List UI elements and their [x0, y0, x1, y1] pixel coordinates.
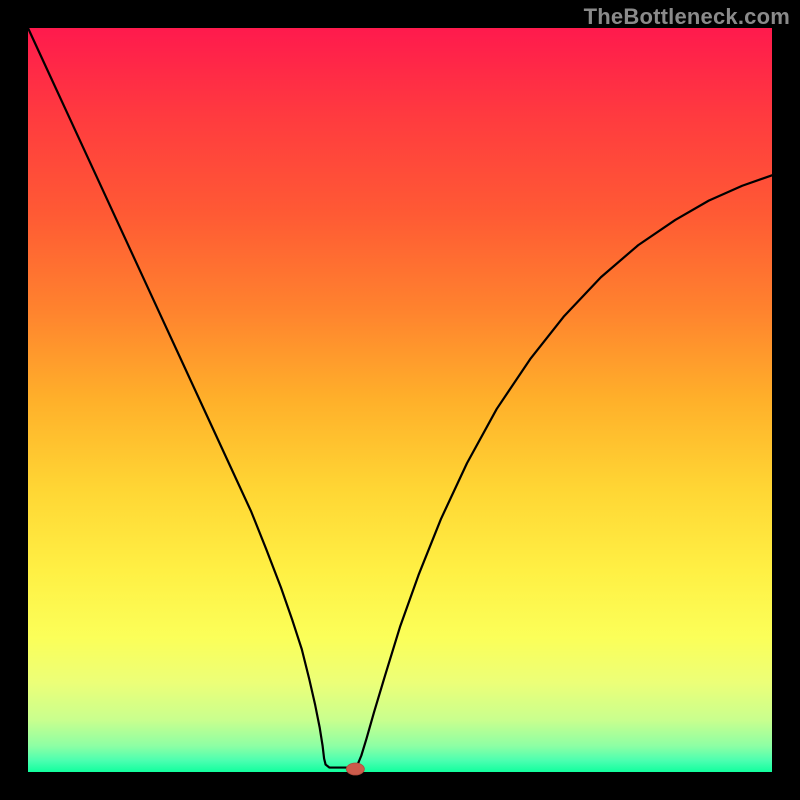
chart-container: TheBottleneck.com: [0, 0, 800, 800]
bottleneck-chart: [0, 0, 800, 800]
plot-background: [28, 28, 772, 772]
watermark-text: TheBottleneck.com: [584, 4, 790, 30]
optimal-marker: [346, 763, 364, 775]
